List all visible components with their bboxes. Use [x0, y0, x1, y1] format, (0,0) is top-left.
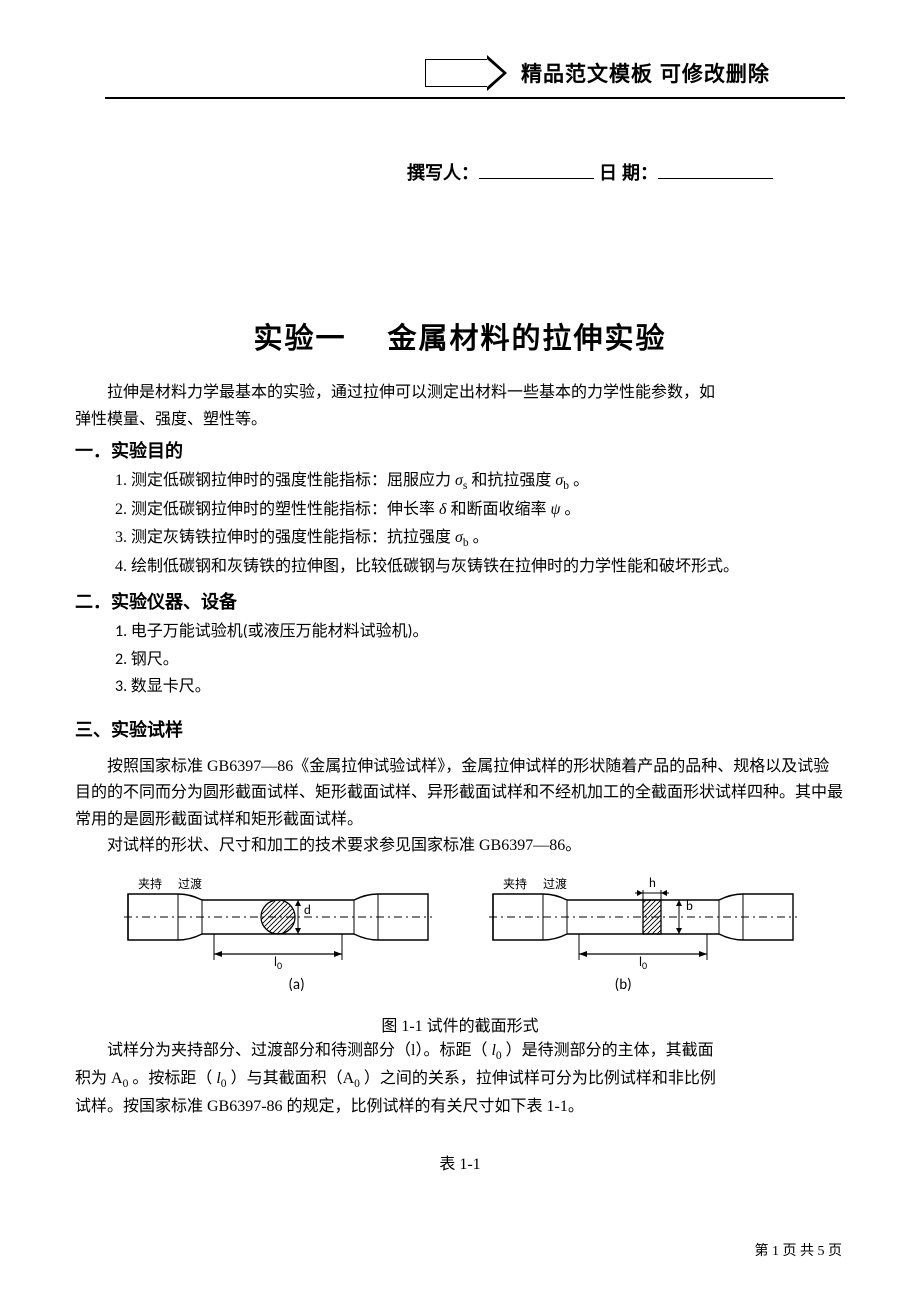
- label-grip-b: 夹持: [503, 876, 527, 891]
- p3b: ）是待测部分的主体，其截面: [506, 1042, 714, 1059]
- p3e: ）与其截面积（A: [231, 1070, 355, 1087]
- sec3-p2: 对试样的形状、尺寸和加工的技术要求参见国家标准 GB6397—86。: [75, 833, 845, 859]
- figure-subcaption-row: (a) (b): [75, 976, 845, 994]
- date-blank: [658, 178, 773, 179]
- section-1-heading: 一．实验目的: [75, 437, 845, 463]
- sec1-item3-a: 3. 测定灰铸铁拉伸时的强度性能指标：抗拉强度: [115, 529, 451, 546]
- page-footer: 第 1 页 共 5 页: [755, 1240, 843, 1260]
- sigma-b-sub: b: [563, 480, 569, 492]
- sigma-b2-sub: b: [463, 537, 469, 549]
- sec1-item2-b: 和断面收缩率: [450, 501, 546, 518]
- header-banner-text: 精品范文模板 可修改删除: [521, 58, 770, 88]
- sec1-item1-a: 1. 测定低碳钢拉伸时的强度性能指标：屈服应力: [115, 472, 451, 489]
- sec1-item2: 2. 测定低碳钢拉伸时的塑性性能指标：伸长率 δ 和断面收缩率 ψ 。: [75, 496, 845, 523]
- label-transition-b: 过渡: [543, 876, 567, 891]
- sec3-p1: 按照国家标准 GB6397—86《金属拉伸试验试样》，金属拉伸试样的形状随着产品…: [75, 754, 845, 833]
- header-row: 精品范文模板 可修改删除: [75, 55, 845, 91]
- table-caption: 表 1-1: [75, 1150, 845, 1174]
- sec2-item1: 1. 电子万能试验机(或液压万能材料试验机)。: [75, 618, 845, 645]
- sec1-item1-c: 。: [573, 472, 589, 489]
- intro-line2: 弹性模量、强度、塑性等。: [75, 408, 845, 433]
- sec2-item2-text: 2. 钢尺。: [115, 650, 179, 669]
- caption-a: (a): [288, 976, 304, 994]
- sec3-p3-line2: 积为 A0 。按标距（ l0 ）与其截面积（A0 ）之间的关系，拉伸试样可分为比…: [75, 1066, 845, 1094]
- intro-paragraph: 拉伸是材料力学最基本的实验，通过拉伸可以测定出材料一些基本的力学性能参数，如: [75, 381, 845, 406]
- sec2-item3: 3. 数显卡尺。: [75, 673, 845, 700]
- sec1-item1-b: 和抗拉强度: [471, 472, 551, 489]
- sigma-s-sub: s: [463, 480, 467, 492]
- header-underline: [105, 97, 845, 99]
- delta-symbol: δ: [439, 501, 446, 518]
- sec3-p3-line3: 试样。按国家标准 GB6397-86 的规定，比例试样的有关尺寸如下表 1-1。: [75, 1094, 845, 1120]
- sec1-item2-c: 。: [564, 501, 580, 518]
- l0-sub-2: 0: [221, 1078, 227, 1090]
- A0-sub-2: 0: [354, 1078, 360, 1090]
- label-b: b: [686, 899, 693, 914]
- section-2-heading: 二．实验仪器、设备: [75, 588, 845, 614]
- label-grip-a: 夹持: [138, 876, 162, 891]
- sec1-item2-a: 2. 测定低碳钢拉伸时的塑性性能指标：伸长率: [115, 501, 435, 518]
- label-d: d: [304, 903, 311, 918]
- label-h: h: [649, 876, 656, 891]
- specimen-b-diagram: h b l0 夹持 过渡: [488, 870, 798, 970]
- sec2-item2: 2. 钢尺。: [75, 646, 845, 673]
- caption-b: (b): [615, 976, 632, 994]
- label-l0-b: l0: [639, 955, 647, 970]
- p3a: 试样分为夹持部分、过渡部分和待测部分（l）。标距（: [107, 1042, 487, 1059]
- figure-row: d l0 夹持 过渡: [75, 870, 845, 970]
- sec2-item1-text: 1. 电子万能试验机(或液压万能材料试验机)。: [115, 622, 428, 641]
- author-date-line: 撰写人： 日 期：: [75, 159, 845, 185]
- sec1-item3: 3. 测定灰铸铁拉伸时的强度性能指标：抗拉强度 σb 。: [75, 524, 845, 554]
- label-transition-a: 过渡: [178, 876, 202, 891]
- date-label: 日 期：: [599, 163, 658, 183]
- section-3-heading: 三、实验试样: [75, 716, 845, 742]
- intro-text-1: 拉伸是材料力学最基本的实验，通过拉伸可以测定出材料一些基本的力学性能参数，如: [107, 384, 715, 401]
- sec1-item1: 1. 测定低碳钢拉伸时的强度性能指标：屈服应力 σs 和抗拉强度 σb 。: [75, 467, 845, 497]
- sigma-b2-symbol: σ: [455, 529, 463, 546]
- p3d: 。按标距（: [132, 1070, 212, 1087]
- author-blank: [479, 178, 594, 179]
- p3c: 积为 A: [75, 1070, 123, 1087]
- figure-caption: 图 1-1 试件的截面形式: [75, 1012, 845, 1036]
- sec1-item3-b: 。: [473, 529, 489, 546]
- label-l0-a: l0: [274, 955, 282, 970]
- sec2-item3-text: 3. 数显卡尺。: [115, 677, 211, 696]
- p3f: ）之间的关系，拉伸试样可分为比例试样和非比例: [364, 1070, 716, 1087]
- A0-sub-1: 0: [123, 1078, 129, 1090]
- sec3-p3-line1: 试样分为夹持部分、过渡部分和待测部分（l）。标距（ l0 ）是待测部分的主体，其…: [75, 1038, 845, 1066]
- arrow-head-icon: [487, 55, 507, 91]
- psi-symbol: ψ: [550, 501, 560, 518]
- l0-sub-1: 0: [496, 1050, 502, 1062]
- author-label: 撰写人：: [407, 163, 479, 183]
- sec1-item4: 4. 绘制低碳钢和灰铸铁的拉伸图，比较低碳钢与灰铸铁在拉伸时的力学性能和破坏形式…: [75, 553, 845, 580]
- arrow-box-icon: [425, 59, 487, 87]
- sigma-s-symbol: σ: [455, 472, 463, 489]
- specimen-a-diagram: d l0 夹持 过渡: [123, 870, 433, 970]
- page: 精品范文模板 可修改删除 撰写人： 日 期： 实验一 金属材料的拉伸实验 拉伸是…: [0, 0, 920, 1302]
- document-title: 实验一 金属材料的拉伸实验: [75, 315, 845, 357]
